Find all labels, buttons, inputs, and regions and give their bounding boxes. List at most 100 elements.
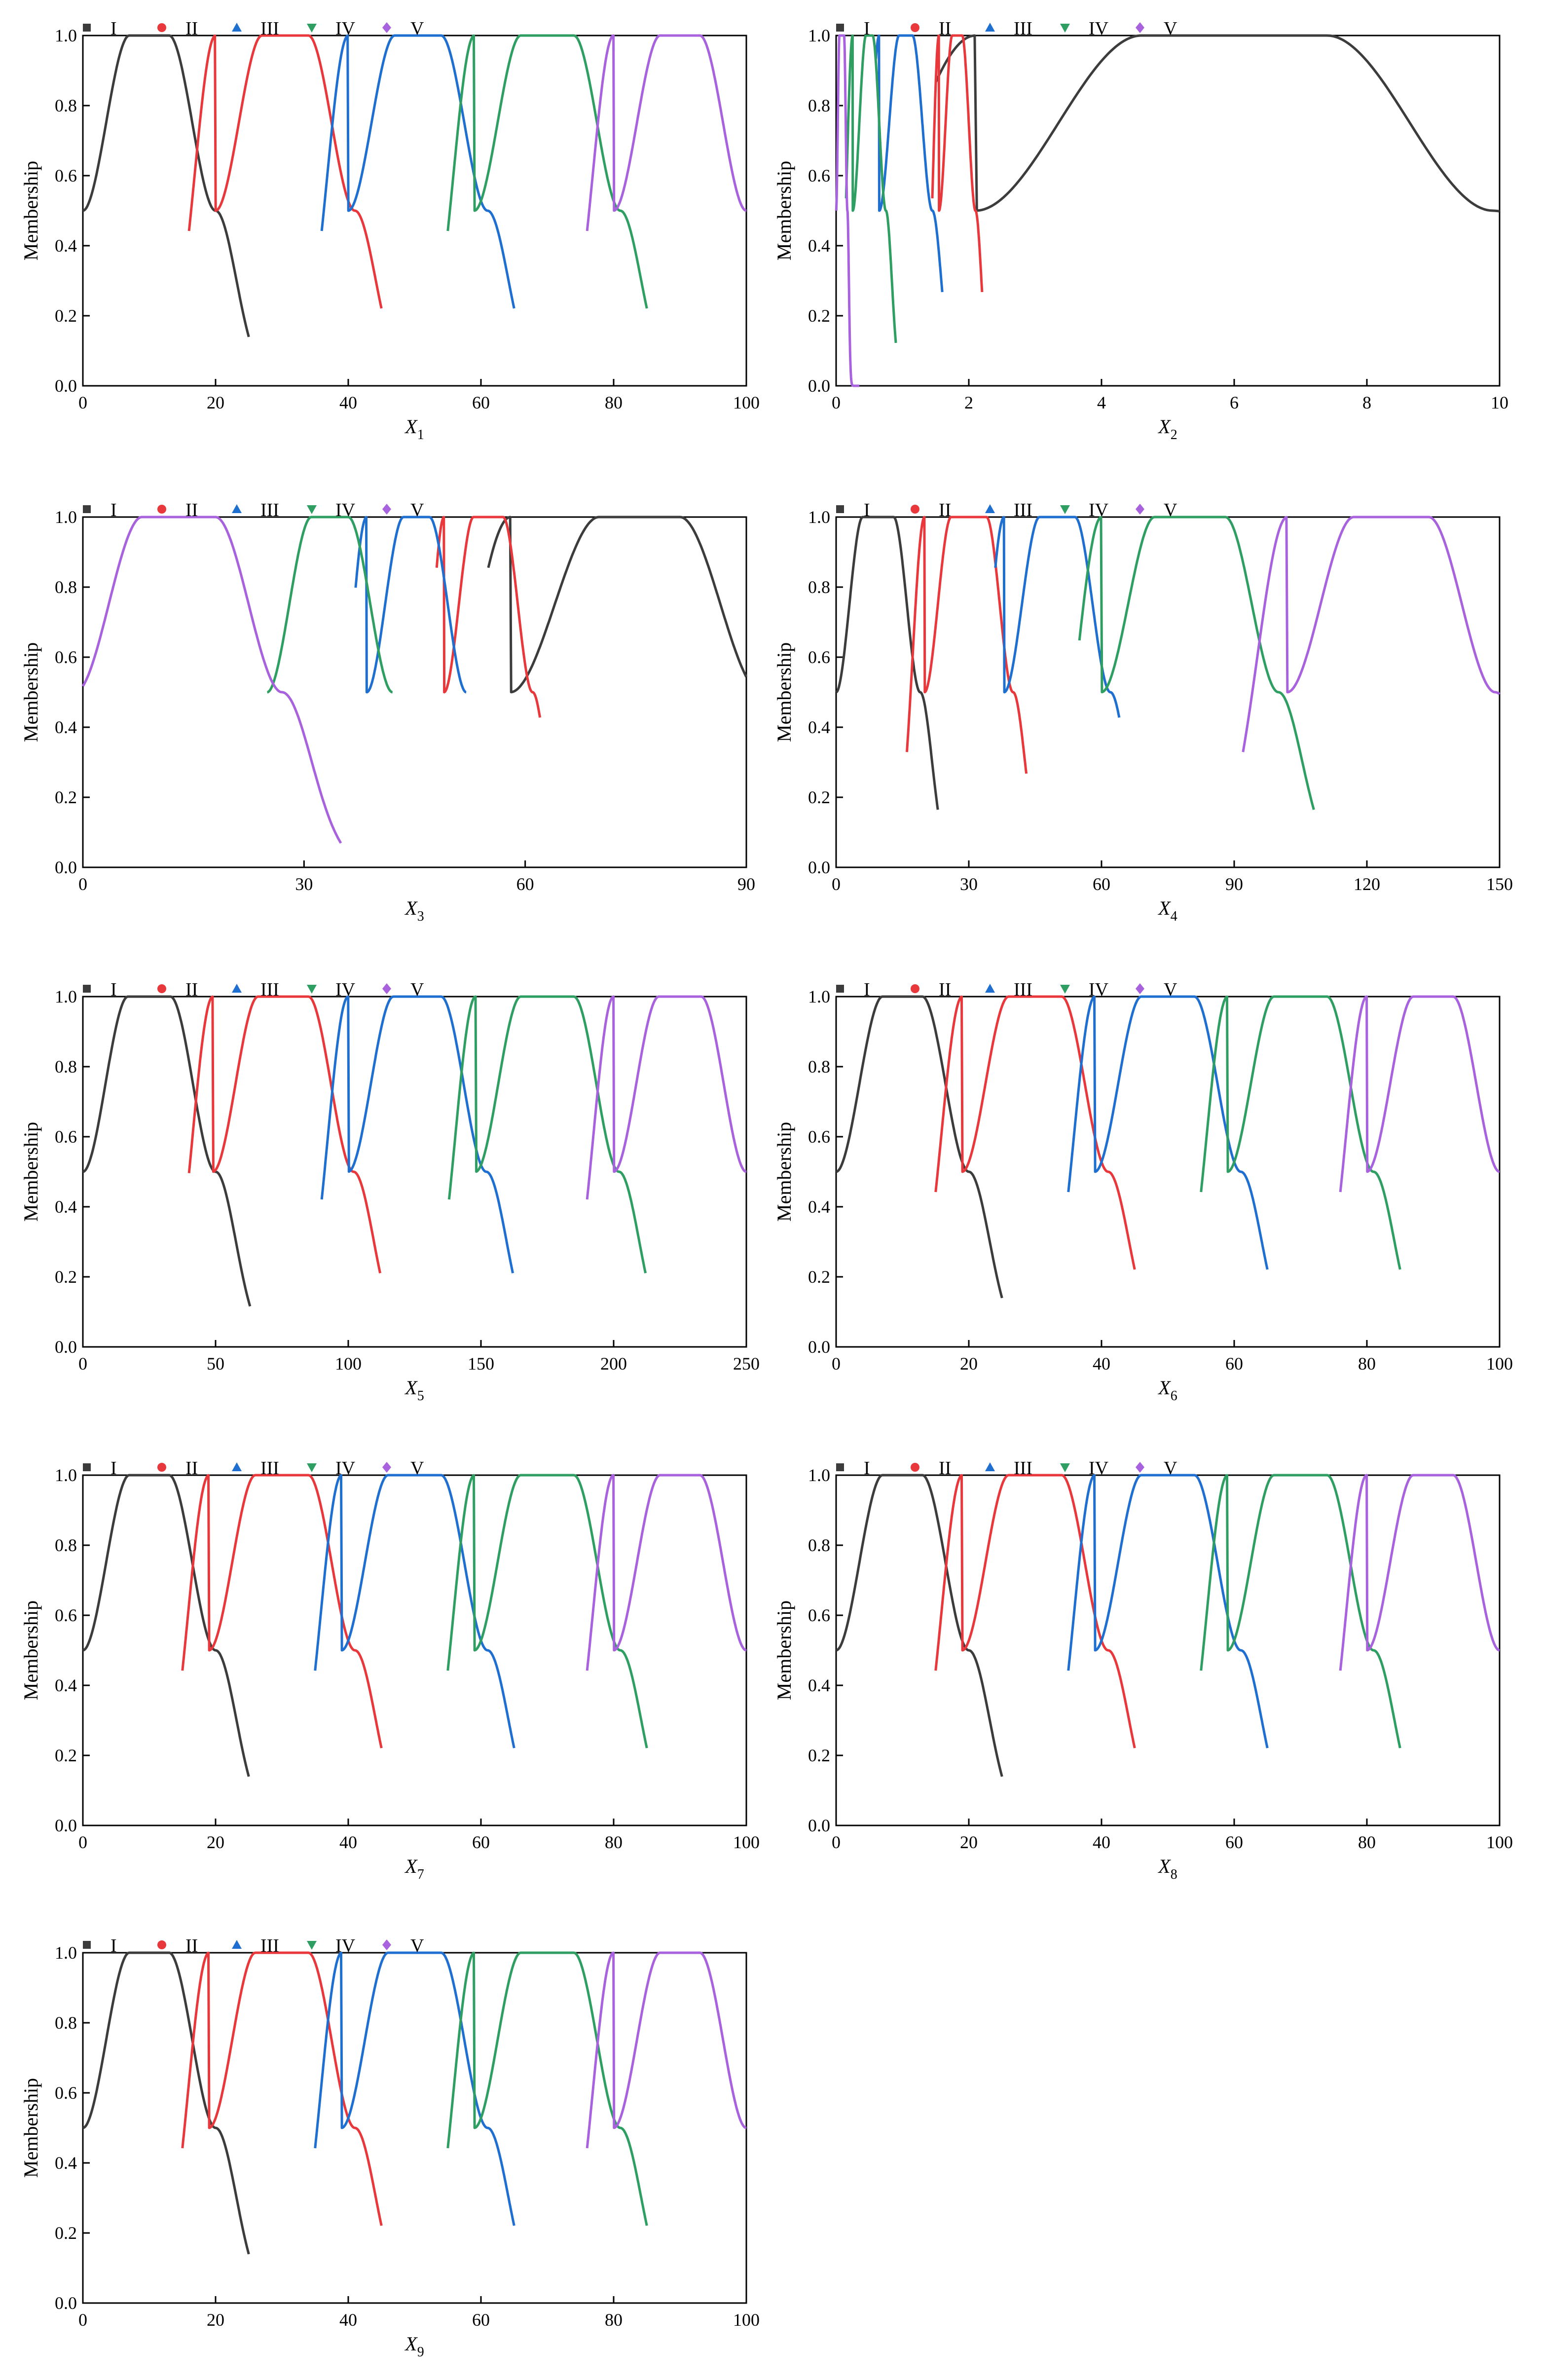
series-line-IV	[266, 516, 394, 694]
y-axis-label: Membership	[773, 1122, 795, 1222]
x-tick-label: 4	[1097, 393, 1106, 412]
legend-marker-V	[1136, 22, 1144, 33]
legend-marker-III	[232, 1940, 242, 1949]
legend-marker-V	[382, 22, 391, 33]
y-tick-label: 0.4	[55, 236, 77, 256]
x-tick-label: 150	[1486, 874, 1513, 894]
series-line-I	[835, 995, 1003, 1299]
legend-marker-I	[83, 505, 91, 513]
legend-marker-II	[157, 505, 166, 514]
legend-label-I: I	[110, 1935, 117, 1956]
y-axis-label: Membership	[20, 2078, 42, 2178]
legend-label-I: I	[864, 979, 870, 1000]
legend-label-IV: IV	[335, 1935, 356, 1956]
y-tick-label: 0.2	[808, 1267, 830, 1287]
y-tick-label: 0.0	[808, 376, 830, 396]
x-tick-label: 60	[1225, 1354, 1243, 1374]
y-tick-label: 0.2	[55, 787, 77, 807]
legend-label-II: II	[939, 500, 951, 521]
x-tick-label: 20	[207, 1832, 224, 1852]
x-tick-label: 40	[339, 1832, 357, 1852]
y-tick-label: 0.6	[55, 647, 77, 667]
y-axis-label: Membership	[20, 642, 42, 742]
legend-marker-II	[157, 984, 166, 993]
legend-label-V: V	[410, 1935, 424, 1956]
y-tick-label: 1.0	[55, 507, 77, 527]
legend: I II III IV V	[836, 18, 1177, 39]
legend-label-V: V	[410, 500, 424, 521]
legend-marker-V	[1136, 504, 1144, 515]
series-line-III	[314, 1951, 515, 2226]
series-line-I	[82, 995, 252, 1307]
x-tick-label: 100	[733, 2310, 760, 2330]
y-tick-label: 0.8	[808, 1057, 830, 1077]
y-tick-label: 0.2	[55, 1746, 77, 1765]
series-line-V	[586, 1951, 747, 2149]
x-tick-label: 250	[733, 1354, 760, 1374]
x-tick-label: 60	[472, 2310, 490, 2330]
legend-label-I: I	[864, 1458, 870, 1479]
legend-marker-III	[232, 984, 242, 993]
legend-marker-IV	[307, 505, 317, 514]
series-line-I	[934, 34, 1500, 213]
y-tick-label: 0.0	[55, 376, 77, 396]
y-tick-label: 0.6	[808, 1605, 830, 1625]
panel-7: 0 20 40 60 80 100 0.0 0.2 0.4 0.6 0.8 1.0 Membership…	[20, 1458, 760, 1882]
x-tick-label: 90	[1225, 874, 1243, 894]
x-tick-label: 40	[1093, 1832, 1110, 1852]
plot-frame	[82, 1952, 747, 2304]
legend-marker-V	[382, 983, 391, 994]
legend-marker-II	[157, 1940, 166, 1949]
series-line-II	[435, 516, 542, 718]
x-tick-label: 0	[832, 1354, 841, 1374]
legend: I II III IV V	[83, 979, 424, 1000]
legend-label-V: V	[1164, 979, 1177, 1000]
x-tick-label: 20	[960, 1354, 978, 1374]
legend-marker-III	[985, 23, 995, 32]
series-line-I	[487, 516, 748, 694]
series-line-V	[1339, 995, 1501, 1192]
series-line-V	[1339, 1474, 1501, 1671]
y-tick-label: 0.2	[808, 1746, 830, 1765]
y-tick-label: 0.8	[55, 1535, 77, 1555]
legend-label-III: III	[260, 979, 279, 1000]
legend-marker-IV	[1060, 1463, 1070, 1472]
series-line-I	[835, 1474, 1003, 1777]
legend-marker-IV	[307, 1463, 317, 1472]
legend-label-IV: IV	[335, 979, 356, 1000]
legend-marker-I	[83, 1941, 91, 1949]
y-tick-label: 0.2	[55, 2223, 77, 2243]
legend-label-III: III	[260, 1458, 279, 1479]
legend-marker-V	[382, 1462, 391, 1473]
series-line-II	[181, 1951, 383, 2226]
plot-frame	[82, 996, 747, 1348]
panel-5: 0 50 100 150 200 250 0.0 0.2 0.4 0.6 0.8 1.0 Members…	[20, 979, 760, 1404]
series-line-III	[875, 34, 944, 293]
legend-marker-I	[836, 985, 844, 993]
y-axis-label: Membership	[20, 161, 42, 260]
panel-6: 0 20 40 60 80 100 0.0 0.2 0.4 0.6 0.8 1.0 Membership…	[773, 979, 1513, 1404]
series-line-V	[586, 995, 747, 1200]
y-tick-label: 0.0	[808, 1816, 830, 1835]
series-line-V	[81, 516, 342, 844]
legend-marker-II	[911, 1463, 919, 1472]
y-tick-label: 0.6	[55, 2083, 77, 2103]
legend-label-III: III	[1014, 18, 1032, 39]
x-tick-label: 0	[832, 874, 841, 894]
x-tick-label: 200	[600, 1354, 627, 1374]
x-tick-label: 100	[1486, 1354, 1513, 1374]
series-line-V	[586, 34, 747, 231]
series-line-II	[906, 516, 1028, 774]
legend-marker-II	[157, 23, 166, 32]
x-tick-label: 60	[1093, 874, 1110, 894]
x-axis-label: X9	[404, 2333, 424, 2360]
y-tick-label: 0.4	[55, 717, 77, 737]
legend-marker-V	[382, 1939, 391, 1950]
legend-label-II: II	[185, 979, 198, 1000]
x-tick-label: 80	[1358, 1832, 1376, 1852]
legend-label-IV: IV	[1089, 979, 1109, 1000]
legend-label-II: II	[185, 1935, 198, 1956]
y-tick-label: 0.6	[55, 1605, 77, 1625]
y-tick-label: 1.0	[808, 1465, 830, 1485]
series-line-I	[82, 1951, 250, 2255]
